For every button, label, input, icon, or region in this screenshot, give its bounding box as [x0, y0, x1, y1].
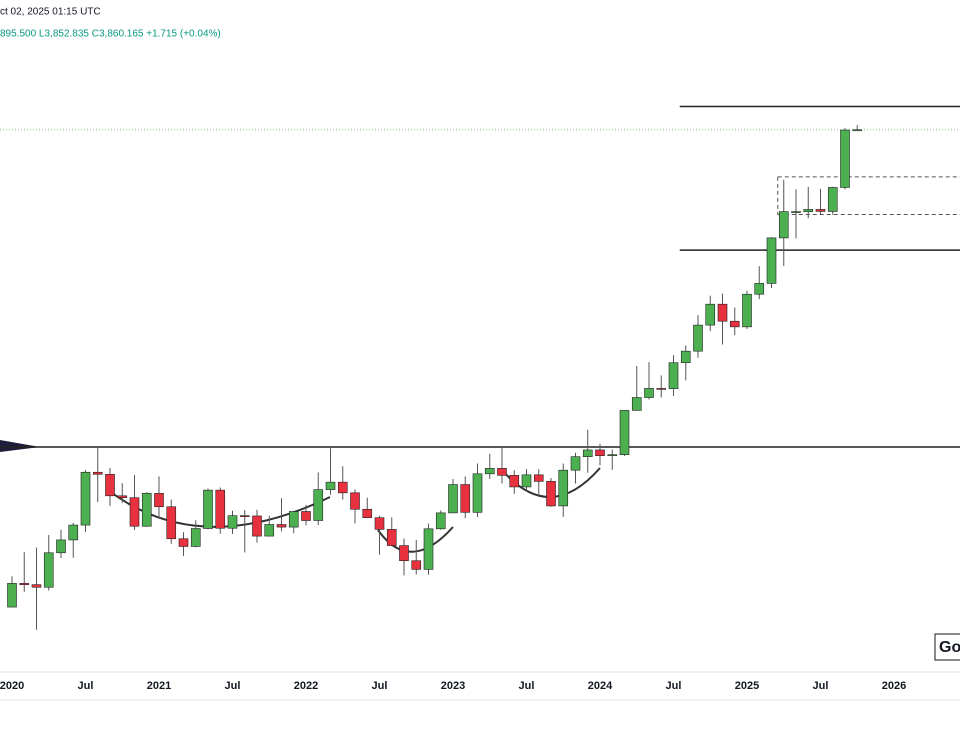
x-tick-label: 2025: [735, 680, 759, 692]
candle-body: [105, 474, 115, 497]
logo-box: [934, 633, 960, 661]
x-tick-label: Jul: [372, 680, 388, 692]
candle-body: [56, 539, 66, 554]
candle-body: [80, 471, 91, 526]
candle-body: [178, 538, 189, 547]
candle-body: [313, 489, 324, 521]
candle-body: [215, 489, 226, 529]
candle-body: [570, 456, 581, 471]
drawing-shape: [0, 440, 40, 452]
candle-body: [350, 492, 360, 510]
candle-body: [509, 475, 520, 488]
candle-body: [31, 584, 42, 588]
candle-body: [791, 211, 801, 213]
candle-body: [203, 489, 213, 529]
logo: Go: [939, 639, 960, 656]
candle-body: [411, 560, 422, 570]
x-tick-label: Jul: [666, 680, 682, 692]
candle-body: [521, 474, 532, 488]
x-tick-label: 2023: [441, 680, 465, 692]
candle-body: [301, 511, 311, 521]
candle-body: [399, 545, 409, 562]
cup-curve: [377, 526, 454, 553]
candle-body: [631, 397, 642, 411]
candle-body: [239, 515, 250, 517]
x-tick-label: Jul: [519, 680, 535, 692]
candle-body: [288, 511, 299, 528]
x-tick-label: 2020: [0, 680, 24, 692]
candle-body: [803, 209, 814, 212]
x-tick-label: 2021: [147, 680, 171, 692]
candle-body: [644, 388, 654, 398]
candle-body: [705, 303, 716, 326]
x-tick-label: Jul: [813, 680, 829, 692]
candle-body: [607, 454, 618, 456]
candle-body: [154, 493, 164, 508]
candle-body: [19, 583, 30, 585]
candle-body: [558, 469, 569, 507]
candle-body: [533, 474, 544, 482]
header-date: ct 02, 2025 01:15 UTC: [0, 7, 101, 18]
candle-body: [435, 512, 446, 530]
x-tick-label: 2022: [294, 680, 318, 692]
candle-body: [582, 449, 593, 457]
candle-body: [129, 497, 140, 527]
candle-body: [619, 410, 630, 455]
candle-body: [448, 484, 458, 514]
candle-body: [595, 449, 605, 456]
candle-body: [276, 524, 287, 528]
candle-body: [117, 495, 128, 499]
candle-body: [815, 209, 826, 212]
candle-body: [460, 484, 471, 513]
candle-body: [680, 350, 691, 364]
candle-body: [252, 515, 262, 537]
candle-body: [68, 524, 79, 541]
candle-body: [92, 471, 103, 475]
candle-body: [827, 187, 838, 212]
header-ohlc: 895.500 L3,852.835 C3,860.165 +1.715 (+0…: [0, 29, 221, 40]
candle-body: [141, 493, 152, 527]
candle-body: [264, 524, 275, 537]
candle-body: [766, 237, 777, 284]
candle-body: [362, 508, 373, 518]
candle-body: [742, 293, 752, 328]
candle-body: [337, 481, 348, 494]
candle-body: [656, 388, 667, 390]
x-tick-label: 2024: [588, 680, 613, 692]
candle-body: [472, 473, 483, 513]
candle-body: [497, 468, 507, 476]
candle-body: [840, 129, 850, 188]
candle-body: [374, 517, 385, 530]
candle-body: [693, 324, 703, 352]
candle-body: [423, 528, 434, 570]
candle-body: [7, 583, 17, 608]
candle-body: [729, 320, 740, 328]
candle-body: [668, 362, 679, 389]
candle-body: [484, 468, 495, 475]
candle-body: [386, 529, 397, 546]
candle-body: [166, 506, 177, 540]
candle-body: [325, 481, 336, 490]
candle-body: [43, 552, 54, 588]
candle-body: [852, 129, 863, 132]
x-tick-label: Jul: [78, 680, 94, 692]
candle-body: [190, 528, 201, 547]
candle-body: [227, 515, 238, 529]
candle-body: [717, 303, 728, 322]
x-tick-label: 2026: [882, 680, 906, 692]
candle-body: [754, 283, 765, 295]
candle-body: [778, 211, 789, 239]
x-tick-label: Jul: [225, 680, 241, 692]
candle-body: [546, 481, 556, 507]
